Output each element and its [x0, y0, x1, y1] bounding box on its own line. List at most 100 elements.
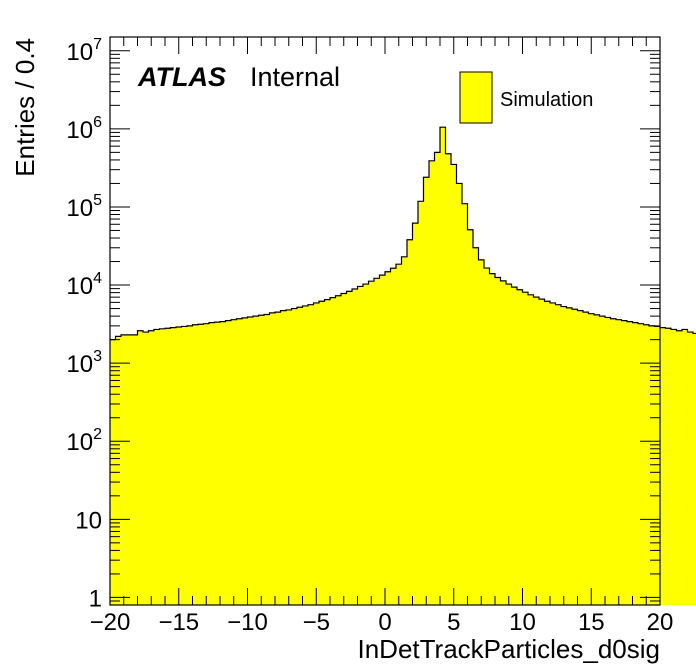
histogram-bar — [214, 322, 221, 605]
histogram-bar — [346, 291, 353, 605]
histogram-bar — [632, 322, 639, 605]
histogram-bar — [143, 332, 149, 605]
histogram-bar — [181, 326, 188, 605]
histogram-bar — [198, 324, 204, 605]
histogram-bar — [291, 308, 298, 605]
histogram-bar — [517, 289, 523, 605]
histogram-bar — [401, 256, 408, 605]
atlas-status: Internal — [250, 62, 340, 92]
histogram-bar — [324, 299, 331, 605]
legend: Simulation — [459, 71, 593, 124]
histogram-bar — [247, 316, 254, 605]
y-axis-title: Entries / 0.4 — [10, 38, 40, 177]
histogram-bar — [440, 127, 446, 605]
x-tick-labels: −20 −15 −10 −5 0 5 10 15 20 — [90, 609, 674, 636]
y-tick-label: 10 — [75, 507, 102, 534]
x-tick-label: −10 — [227, 609, 268, 636]
histogram-bar — [478, 259, 485, 605]
histogram-bar — [687, 332, 694, 605]
histogram-bar — [313, 302, 320, 605]
histogram-bar — [511, 287, 518, 605]
plot-frame — [109, 36, 661, 606]
histogram-bar — [363, 284, 369, 605]
histogram-bar — [148, 330, 155, 605]
legend-swatch — [459, 71, 493, 124]
histogram-series — [110, 126, 696, 606]
histogram-bar — [588, 313, 595, 605]
histogram-bar — [473, 247, 479, 605]
x-axis-title: InDetTrackParticles_d0sig — [358, 634, 661, 664]
x-tick-label: 5 — [447, 609, 460, 636]
x-tick-label: 15 — [578, 609, 605, 636]
histogram-bar — [176, 327, 182, 605]
histogram-bar — [462, 203, 468, 605]
histogram-bar — [231, 319, 237, 605]
histogram-bar — [451, 164, 457, 605]
histogram-bar — [203, 323, 210, 605]
histogram-bar — [522, 292, 529, 605]
histogram-bar — [555, 304, 562, 605]
histogram-bar — [126, 334, 133, 605]
histogram-bar — [533, 297, 540, 605]
y-tick-labels: 1 10 102 103 104 105 106 107 — [66, 36, 102, 613]
histogram-bar — [368, 281, 375, 605]
histogram-bar — [566, 307, 573, 605]
histogram-bar — [269, 312, 276, 605]
histogram-bar — [170, 327, 177, 605]
histogram-bar — [660, 327, 666, 605]
y-tick-label: 106 — [66, 114, 102, 144]
x-tick-label: −5 — [303, 609, 330, 636]
histogram-bar — [676, 330, 683, 605]
histogram-bar — [253, 316, 259, 605]
histogram-bar — [280, 310, 287, 605]
histogram-bar — [154, 329, 160, 605]
histogram-bar — [115, 336, 122, 605]
histogram-bar — [654, 326, 661, 605]
histogram-bar — [434, 152, 441, 606]
histogram-bar — [599, 316, 606, 605]
histogram-bar — [610, 318, 617, 605]
histogram-bar — [225, 320, 232, 605]
legend-label: Simulation — [500, 89, 593, 111]
histogram-bar — [682, 329, 688, 605]
histogram-bar — [506, 284, 512, 605]
histogram-bar — [264, 314, 270, 605]
x-tick-label: −20 — [90, 609, 131, 636]
histogram-bar — [220, 321, 226, 605]
histogram-bar — [583, 312, 589, 605]
histogram-bar — [467, 229, 474, 605]
histogram-bar — [209, 322, 215, 605]
histogram-bar — [616, 319, 622, 605]
histogram-bar — [407, 239, 413, 605]
y-tick-label: 105 — [66, 192, 102, 222]
y-tick-label: 102 — [66, 426, 102, 456]
y-tick-label: 103 — [66, 348, 102, 378]
histogram-bar — [236, 318, 243, 605]
histogram-bar — [671, 329, 677, 605]
histogram-bar — [539, 299, 545, 605]
y-tick-label: 107 — [66, 36, 102, 66]
histogram-bar — [286, 309, 292, 605]
histogram-bar — [500, 280, 507, 605]
histogram-bar — [192, 324, 199, 605]
histogram-bar — [159, 328, 166, 605]
histogram-bar — [484, 268, 490, 605]
x-tick-label: 10 — [509, 609, 536, 636]
histogram-bar — [258, 315, 265, 605]
histogram-bar — [374, 278, 380, 605]
x-tick-label: 20 — [647, 609, 674, 636]
histogram-bar — [132, 334, 138, 605]
histogram-bar — [308, 304, 314, 605]
histogram-bar — [665, 328, 672, 605]
histogram-bar — [605, 317, 611, 605]
histogram-bar — [456, 183, 463, 605]
histogram-bar — [297, 307, 303, 605]
histogram-bar — [357, 286, 364, 605]
histogram-bar — [489, 273, 496, 605]
histogram-bar — [550, 302, 556, 605]
y-tick-label: 1 — [89, 585, 102, 612]
histogram-bar — [627, 321, 633, 605]
histogram-bar — [445, 153, 452, 606]
histogram-bar — [302, 305, 309, 605]
